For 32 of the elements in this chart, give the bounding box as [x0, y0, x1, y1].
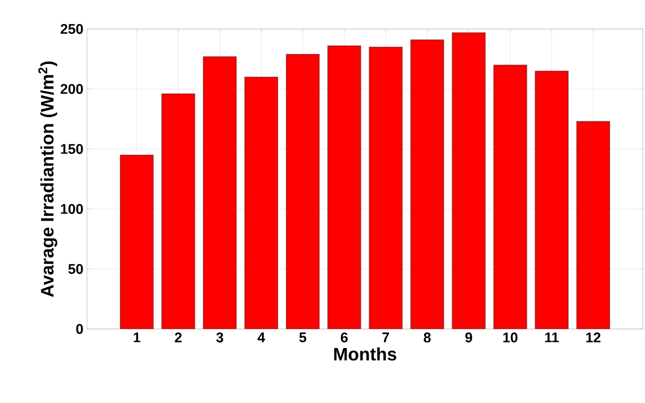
bar	[244, 76, 278, 329]
x-tick-label: 7	[382, 332, 390, 342]
y-tick-label: 50	[68, 264, 83, 274]
bar	[120, 154, 154, 329]
x-tick-label: 8	[424, 332, 431, 342]
bar	[452, 32, 486, 329]
y-tick-label: 250	[60, 24, 83, 34]
bar	[576, 121, 610, 329]
bar	[286, 54, 320, 329]
x-axis-title: Months	[334, 347, 396, 361]
bar	[202, 56, 237, 329]
x-tick-label: 9	[465, 332, 472, 342]
bar	[327, 46, 362, 329]
bar	[410, 40, 444, 329]
x-tick-label: 3	[216, 332, 224, 342]
x-tick-label: 2	[174, 332, 182, 342]
bar	[534, 70, 569, 329]
bar	[368, 46, 403, 329]
bar	[161, 94, 196, 329]
x-tick-label: 10	[503, 332, 518, 342]
x-tick-label: 12	[586, 332, 600, 342]
x-tick-label: 4	[258, 332, 266, 342]
y-tick-label: 0	[76, 324, 83, 334]
y-tick-label: 200	[60, 84, 83, 94]
x-tick-label: 1	[134, 332, 140, 342]
x-tick-label: 6	[340, 332, 348, 342]
y-axis-title: Avarage Irradiantion (W/m$^{2}$)	[38, 61, 58, 297]
bar	[493, 64, 528, 329]
y-tick-label: 100	[60, 204, 83, 214]
x-tick-label: 5	[299, 332, 306, 342]
x-tick-label: 11	[545, 332, 559, 342]
y-tick-label: 150	[60, 144, 83, 154]
